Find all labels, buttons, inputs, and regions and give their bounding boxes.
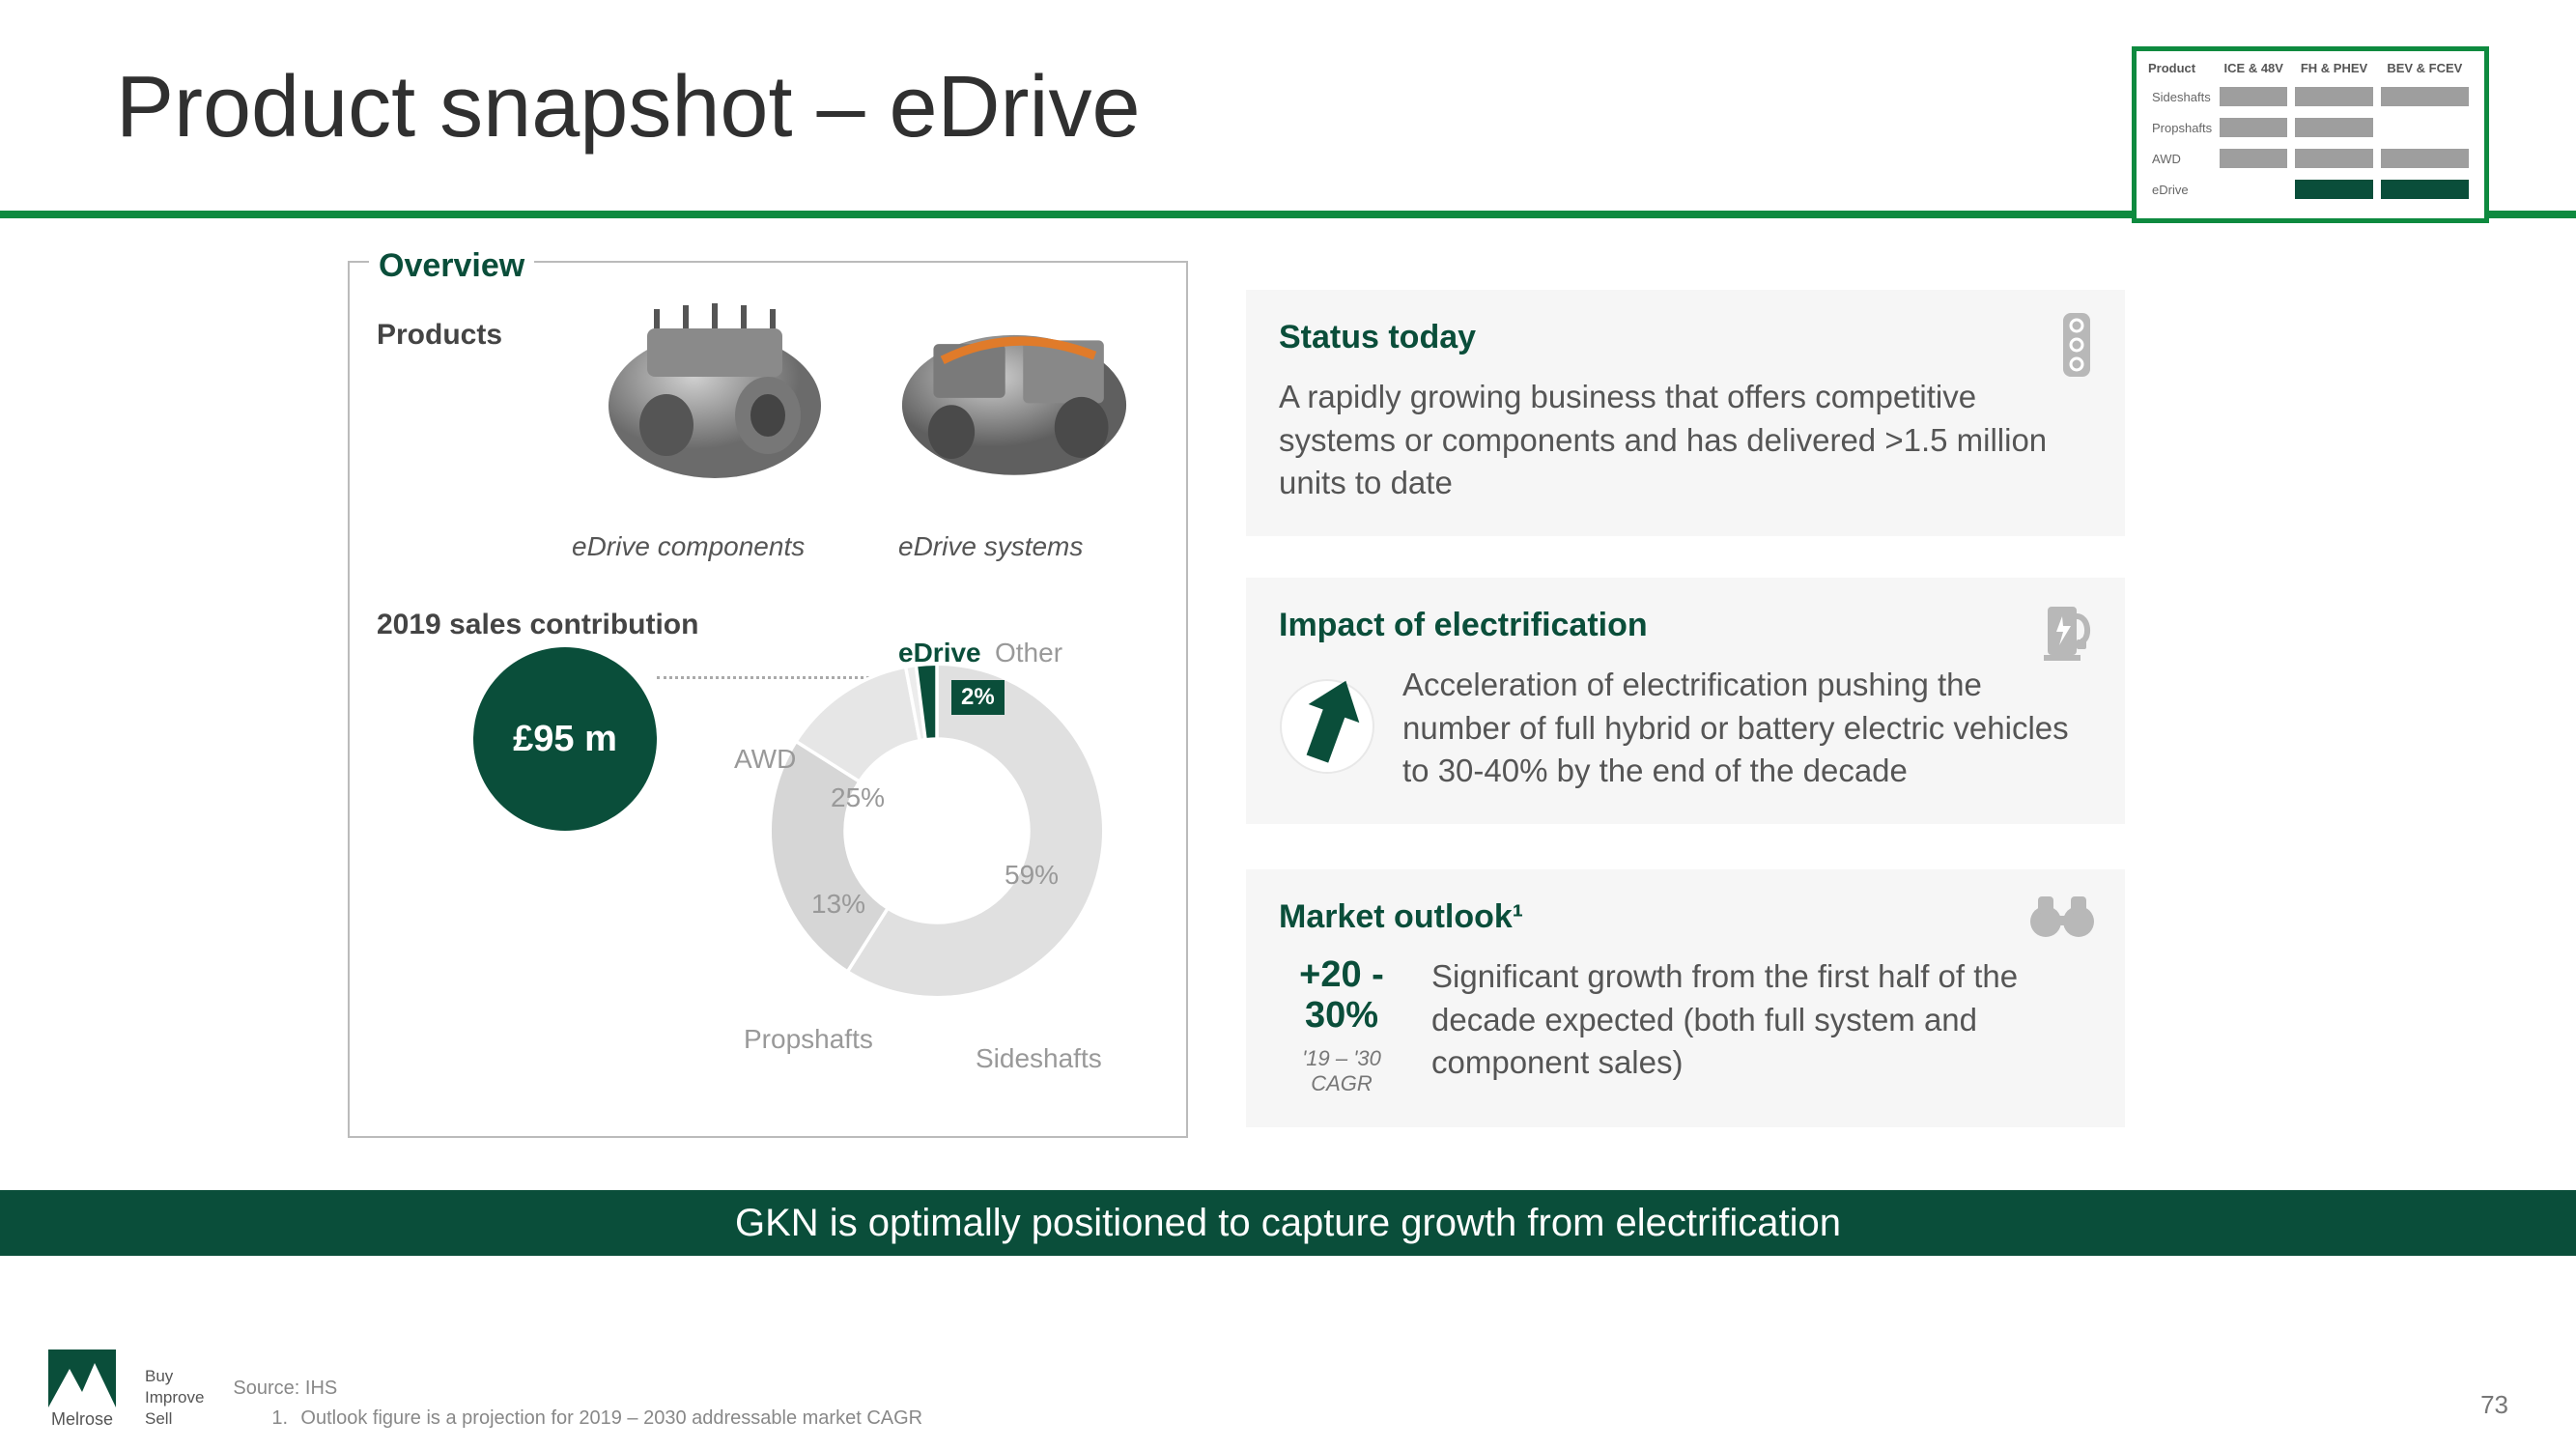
products-label: Products: [377, 319, 502, 352]
donut-pct-25: 25%: [831, 782, 885, 813]
sales-value-badge: £95 m: [473, 647, 657, 831]
donut-pct-59: 59%: [1005, 860, 1059, 891]
tagline: Buy Improve Sell: [145, 1366, 204, 1430]
footnotes: Source: IHS 1.Outlook figure is a projec…: [233, 1378, 922, 1430]
market-outlook-panel: Market outlook¹ +20 - 30% '19 – '30 CAGR…: [1246, 869, 2125, 1127]
impact-title: Impact of electrification: [1279, 607, 2092, 644]
impact-body: Acceleration of electrification pushing …: [1402, 664, 2092, 793]
key-message-banner: GKN is optimally positioned to capture g…: [0, 1190, 2576, 1256]
donut-label-other: Other: [995, 638, 1062, 668]
source-line: Source: IHS: [233, 1378, 922, 1400]
donut-highlight-badge: 2%: [951, 680, 1005, 715]
status-title: Status today: [1279, 319, 2092, 356]
slide-title: Product snapshot – eDrive: [116, 58, 1141, 157]
footer: Melrose Buy Improve Sell Source: IHS 1.O…: [48, 1350, 922, 1430]
page-number: 73: [2480, 1390, 2508, 1420]
sales-contribution-label: 2019 sales contribution: [377, 609, 698, 641]
sales-donut-chart: eDrive Other 2% AWD 25% 59% 13% Propshaf…: [753, 647, 1149, 1111]
status-today-panel: Status today A rapidly growing business …: [1246, 290, 2125, 536]
donut-label-edrive: eDrive: [898, 638, 981, 668]
donut-label-sideshafts: Sideshafts: [976, 1043, 1102, 1074]
melrose-logo: Melrose: [48, 1350, 116, 1430]
ev-charger-icon: [2042, 599, 2096, 668]
status-body: A rapidly growing business that offers c…: [1279, 376, 2092, 505]
market-metric-sub: '19 – '30 CAGR: [1279, 1046, 1404, 1096]
binoculars-icon: [2028, 891, 2096, 944]
market-title: Market outlook¹: [1279, 898, 2092, 936]
product-matrix-mini: ProductICE & 48VFH & PHEVBEV & FCEVSides…: [2132, 46, 2489, 223]
product-image-b: [869, 290, 1159, 502]
donut-label-propshafts: Propshafts: [744, 1024, 873, 1055]
up-arrow-icon: [1279, 664, 1375, 789]
donut-label-awd: AWD: [734, 744, 796, 775]
logo-name: Melrose: [48, 1409, 116, 1430]
impact-panel: Impact of electrification Acceleration o…: [1246, 578, 2125, 824]
market-body: Significant growth from the first half o…: [1431, 955, 2092, 1085]
product-image-a: [570, 290, 860, 502]
donut-pct-13: 13%: [811, 889, 865, 920]
market-metric: +20 - 30%: [1279, 955, 1404, 1037]
traffic-light-icon: [2057, 311, 2096, 384]
product-a-caption: eDrive components: [572, 531, 805, 562]
product-b-caption: eDrive systems: [898, 531, 1083, 562]
